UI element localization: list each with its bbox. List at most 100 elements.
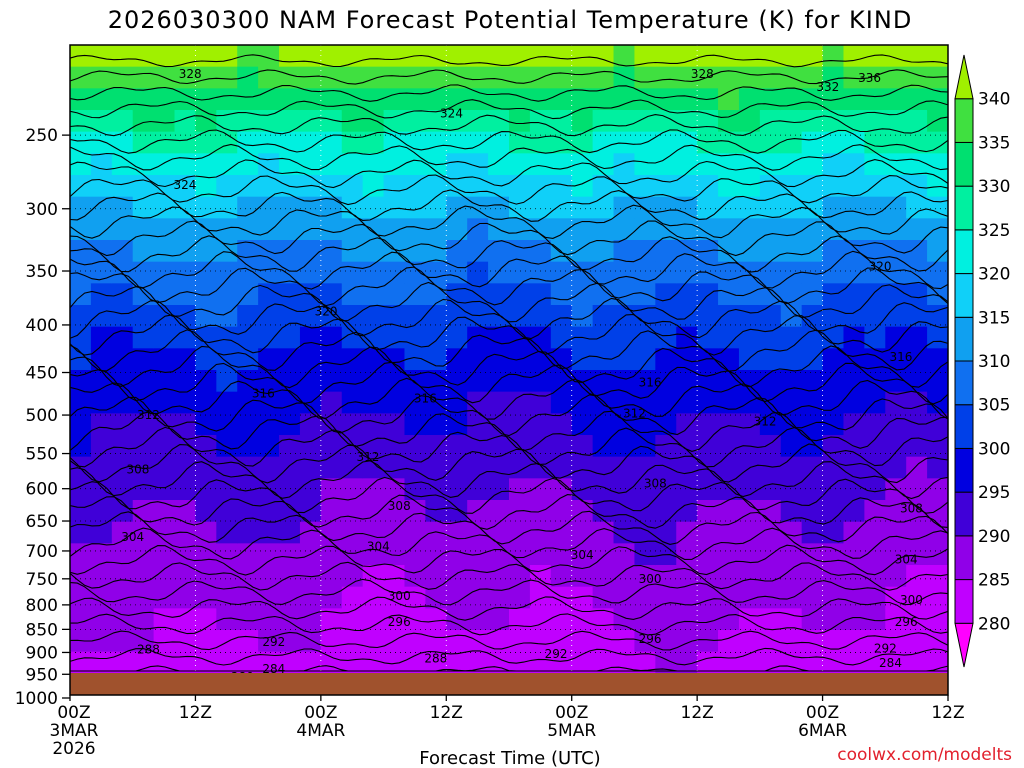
- fill-cell: [676, 66, 698, 89]
- fill-cell: [195, 305, 217, 328]
- fill-cell: [634, 261, 656, 284]
- fill-cell: [509, 478, 531, 501]
- fill-cell: [216, 153, 238, 176]
- fill-cell: [341, 66, 364, 89]
- fill-cell: [592, 326, 615, 349]
- fill-cell: [383, 391, 406, 414]
- fill-cell: [927, 305, 948, 328]
- fill-cell: [237, 521, 259, 544]
- fill-cell: [258, 45, 280, 68]
- fill-cell: [738, 521, 761, 544]
- fill-cell: [634, 153, 656, 176]
- colorbar-segment: [954, 447, 974, 493]
- fill-cell: [446, 131, 468, 154]
- contour-label: 300: [900, 593, 923, 607]
- fill-cell: [446, 651, 468, 673]
- fill-cell: [446, 435, 468, 458]
- fill-cell: [885, 521, 907, 544]
- fill-cell: [446, 456, 468, 479]
- fill-cell: [509, 45, 531, 68]
- fill-cell: [529, 153, 552, 176]
- fill-cell: [70, 66, 92, 89]
- fill-cell: [216, 478, 238, 501]
- fill-cell: [362, 88, 385, 111]
- fill-cell: [362, 651, 385, 673]
- fill-cell: [299, 651, 322, 673]
- fill-cell: [362, 630, 385, 653]
- fill-cell: [404, 240, 426, 263]
- fill-cell: [425, 630, 447, 653]
- fill-cell: [467, 608, 489, 631]
- fill-cell: [90, 565, 113, 588]
- fill-cell: [383, 66, 406, 89]
- fill-cell: [676, 608, 698, 631]
- fill-cell: [237, 153, 259, 176]
- fill-cell: [718, 500, 740, 523]
- fill-cell: [655, 391, 677, 414]
- contour-line: [70, 313, 948, 356]
- fill-cell: [299, 370, 322, 393]
- fill-cell: [738, 305, 761, 328]
- fill-cell: [258, 456, 280, 479]
- fill-cell: [90, 586, 113, 609]
- fill-cell: [383, 326, 406, 349]
- contour-line: [70, 443, 948, 484]
- fill-cell: [738, 283, 761, 306]
- fill-cell: [383, 651, 406, 673]
- fill-cell: [174, 370, 197, 393]
- fill-cell: [341, 630, 364, 653]
- fill-cell: [341, 45, 364, 68]
- x-tick-label: 3MAR: [50, 721, 99, 741]
- y-tick-label: 300: [26, 200, 58, 220]
- fill-cell: [529, 391, 552, 414]
- fill-cell: [843, 153, 865, 176]
- fill-cell: [780, 630, 803, 653]
- fill-cell: [299, 196, 322, 219]
- fill-cell: [864, 586, 886, 609]
- fill-cell: [927, 261, 948, 284]
- contour-line: [70, 99, 948, 120]
- fill-cell: [362, 543, 385, 566]
- fill-cell: [362, 66, 385, 89]
- fill-cell: [801, 131, 824, 154]
- fill-cell: [718, 218, 740, 241]
- y-tick-label: 350: [26, 262, 58, 282]
- fill-cell: [509, 305, 531, 328]
- fill-cell: [279, 88, 301, 111]
- fill-cell: [592, 478, 615, 501]
- fill-cell: [738, 240, 761, 263]
- fill-cell: [488, 348, 510, 371]
- contour-label: 308: [900, 501, 923, 515]
- fill-cell: [111, 521, 134, 544]
- fill-cell: [613, 45, 636, 68]
- fill-cell: [780, 240, 803, 263]
- fill-cell: [362, 370, 385, 393]
- fill-cell: [529, 88, 552, 111]
- fill-cell: [655, 348, 677, 371]
- fill-cell: [362, 175, 385, 198]
- contour-line: [70, 143, 948, 171]
- fill-cell: [111, 413, 134, 436]
- fill-cell: [613, 153, 636, 176]
- contour-line: [70, 647, 948, 666]
- fill-cell: [383, 261, 406, 284]
- fill-cell: [174, 261, 197, 284]
- fill-cell: [320, 218, 343, 241]
- fill-cell: [467, 66, 489, 89]
- fill-cell: [738, 196, 761, 219]
- fill-cell: [906, 543, 928, 566]
- contour-line: [70, 69, 948, 85]
- contour-label: 304: [121, 530, 144, 544]
- fill-cell: [488, 175, 510, 198]
- fill-cell: [299, 630, 322, 653]
- fill-cell: [780, 110, 803, 133]
- fill-cell: [404, 175, 426, 198]
- fill-cell: [634, 45, 656, 68]
- fill-cell: [864, 283, 886, 306]
- fill-cell: [906, 218, 928, 241]
- fill-cell: [488, 543, 510, 566]
- fill-cell: [425, 196, 447, 219]
- fill-cell: [404, 391, 426, 414]
- fill-cell: [258, 651, 280, 673]
- fill-cell: [509, 283, 531, 306]
